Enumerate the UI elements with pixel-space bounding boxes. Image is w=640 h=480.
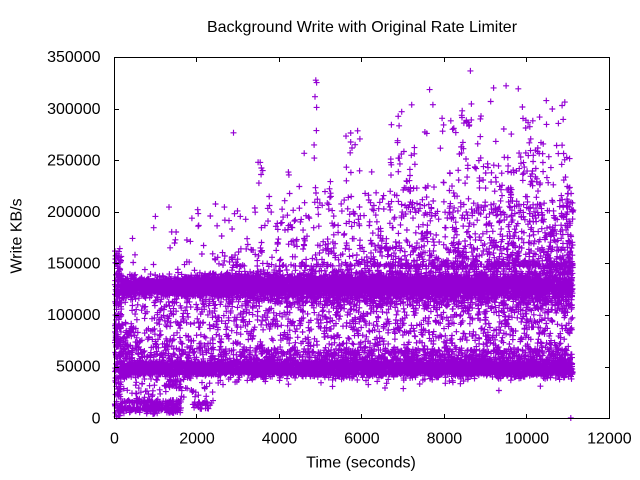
svg-text:12000: 12000 xyxy=(587,430,632,447)
svg-text:0: 0 xyxy=(110,430,119,447)
svg-text:50000: 50000 xyxy=(56,359,101,376)
svg-text:4000: 4000 xyxy=(262,430,298,447)
svg-text:300000: 300000 xyxy=(47,101,100,118)
svg-text:200000: 200000 xyxy=(47,204,100,221)
svg-text:Write KB/s: Write KB/s xyxy=(9,198,26,273)
svg-text:350000: 350000 xyxy=(47,49,100,66)
svg-text:250000: 250000 xyxy=(47,152,100,169)
svg-text:Time (seconds): Time (seconds) xyxy=(306,455,416,472)
svg-text:2000: 2000 xyxy=(179,430,215,447)
svg-text:10000: 10000 xyxy=(505,430,550,447)
svg-text:Background Write with Original: Background Write with Original Rate Limi… xyxy=(207,19,518,36)
svg-text:6000: 6000 xyxy=(344,430,380,447)
svg-text:150000: 150000 xyxy=(47,256,100,273)
svg-text:8000: 8000 xyxy=(427,430,463,447)
svg-text:0: 0 xyxy=(92,410,101,427)
svg-text:100000: 100000 xyxy=(47,307,100,324)
